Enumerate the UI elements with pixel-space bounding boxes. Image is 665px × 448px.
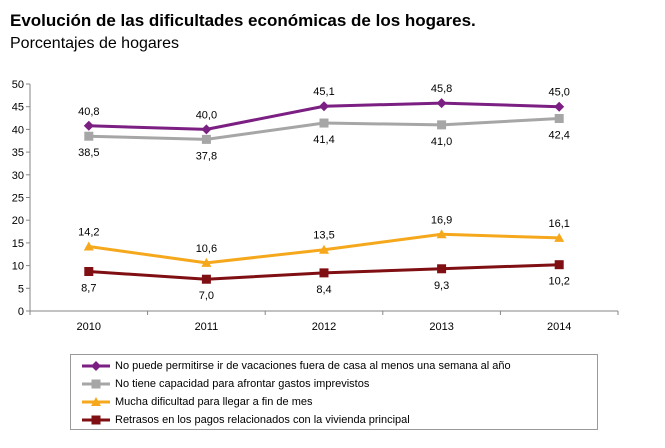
- legend-item: Retrasos en los pagos relacionados con l…: [81, 411, 597, 429]
- legend-label: No tiene capacidad para afrontar gastos …: [115, 378, 370, 390]
- series-1: 40,8 40,0 45,1 45,8 45,0: [78, 83, 570, 135]
- chart-title: Evolución de las dificultades económicas…: [10, 11, 476, 30]
- x-tick-label: 2010: [77, 321, 101, 333]
- line-chart: 0 5 10 15 20 25 30 35 40 45 50 2010 2011 2012 2013 2014…: [12, 79, 619, 333]
- data-point: [554, 101, 565, 112]
- data-point: [437, 264, 447, 274]
- data-label: 40,0: [196, 109, 217, 121]
- legend-item: No tiene capacidad para afrontar gastos …: [81, 375, 597, 393]
- legend-symbol: [82, 379, 110, 389]
- y-tick-label: 40: [12, 124, 24, 136]
- y-tick-label: 45: [12, 102, 24, 114]
- data-label: 14,2: [78, 227, 99, 239]
- data-label: 42,4: [548, 130, 569, 142]
- data-label: 45,8: [431, 83, 452, 95]
- data-label: 41,0: [431, 136, 452, 148]
- data-point: [83, 241, 94, 251]
- data-label: 8,7: [81, 283, 96, 295]
- legend-label: Retrasos en los pagos relacionados con l…: [115, 414, 410, 426]
- data-label: 38,5: [78, 147, 99, 159]
- data-point: [84, 267, 94, 277]
- data-point: [437, 120, 447, 130]
- data-label: 13,5: [313, 230, 334, 242]
- data-point: [319, 268, 329, 278]
- data-point: [319, 118, 329, 128]
- series-2: 38,5 37,8 41,4 41,0 42,4: [78, 114, 570, 162]
- data-point: [436, 229, 447, 239]
- data-point: [201, 124, 212, 135]
- x-tick-label: 2012: [312, 321, 336, 333]
- data-label: 7,0: [199, 290, 214, 302]
- data-label: 16,9: [431, 214, 452, 226]
- data-point: [201, 257, 212, 267]
- y-tick-label: 0: [18, 306, 24, 318]
- data-label: 10,6: [196, 243, 217, 255]
- data-point: [84, 131, 94, 141]
- data-label: 10,2: [548, 276, 569, 288]
- data-point: [554, 260, 564, 270]
- data-point: [83, 120, 94, 131]
- chart-legend: No puede permitirse ir de vacaciones fue…: [70, 354, 598, 430]
- legend-item: Mucha dificultad para llegar a fin de me…: [81, 393, 597, 411]
- data-label: 8,4: [316, 284, 331, 296]
- data-label: 40,8: [78, 106, 99, 118]
- data-point: [436, 98, 447, 109]
- legend-label: Mucha dificultad para llegar a fin de me…: [115, 396, 313, 408]
- y-tick-label: 20: [12, 215, 24, 227]
- legend-item: No puede permitirse ir de vacaciones fue…: [81, 357, 597, 375]
- data-label: 41,4: [313, 134, 334, 146]
- legend-label: No puede permitirse ir de vacaciones fue…: [115, 360, 511, 372]
- legend-symbol: [82, 415, 110, 425]
- y-tick-label: 5: [18, 283, 24, 295]
- x-tick-label: 2014: [547, 321, 571, 333]
- data-label: 37,8: [196, 150, 217, 162]
- y-tick-label: 35: [12, 147, 24, 159]
- data-label: 9,3: [434, 280, 449, 292]
- y-tick-label: 50: [12, 79, 24, 91]
- data-label: 45,1: [313, 86, 334, 98]
- x-tick-label: 2013: [429, 321, 453, 333]
- y-tick-label: 30: [12, 170, 24, 182]
- data-point: [201, 134, 211, 144]
- y-tick-label: 15: [12, 238, 24, 250]
- data-label: 45,0: [548, 87, 569, 99]
- data-point: [554, 232, 565, 242]
- y-tick-label: 10: [12, 261, 24, 273]
- data-point: [201, 274, 211, 284]
- data-label: 16,1: [548, 218, 569, 230]
- y-tick-label: 25: [12, 193, 24, 205]
- chart-subtitle: Porcentajes de hogares: [10, 35, 179, 52]
- series-4: 8,7 7,0 8,4 9,3 10,2: [81, 260, 570, 302]
- data-point: [554, 114, 564, 124]
- data-point: [319, 244, 329, 254]
- legend-symbol: [82, 361, 110, 371]
- series-3: 14,2 10,6 13,5 16,9 16,1: [78, 214, 570, 267]
- legend-symbol: [82, 397, 110, 406]
- x-tick-label: 2011: [195, 321, 219, 333]
- data-point: [319, 101, 329, 112]
